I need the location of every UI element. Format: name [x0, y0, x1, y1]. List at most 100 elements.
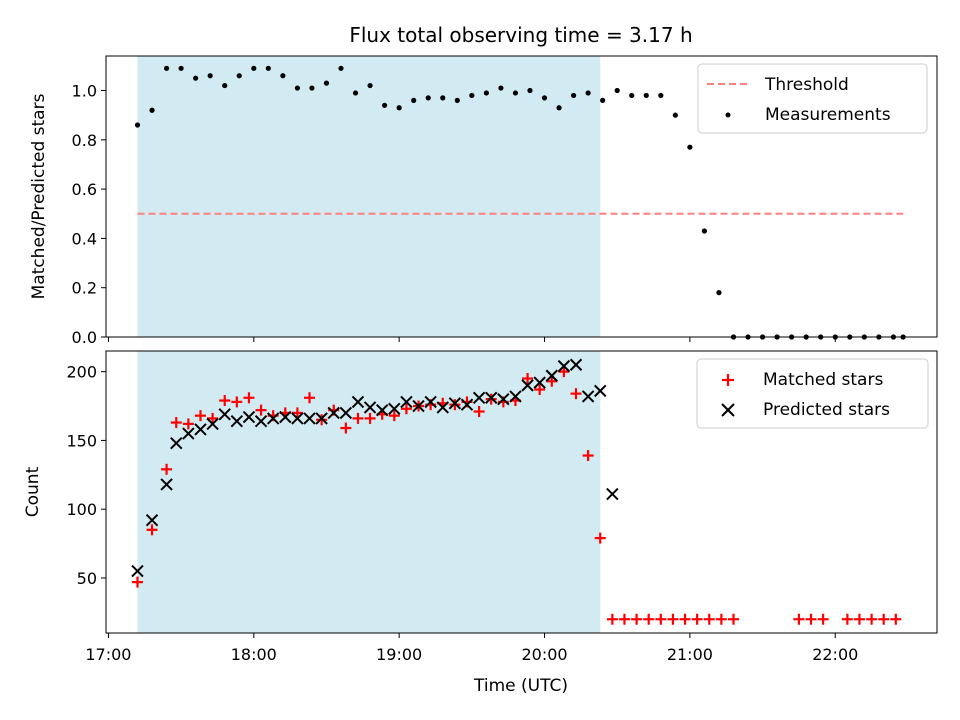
predicted-point	[557, 359, 571, 373]
bottom-y-axis-label: Count	[23, 466, 43, 517]
legend-threshold-label: Threshold	[764, 75, 849, 95]
predicted-point	[194, 423, 207, 436]
predicted-point	[606, 487, 619, 501]
matched-point	[691, 613, 703, 625]
measurement-point	[483, 90, 489, 96]
predicted-point	[242, 410, 256, 424]
measurement-point	[425, 95, 431, 101]
predicted-point	[497, 392, 510, 406]
matched-point	[715, 613, 727, 625]
measurement-point	[570, 92, 577, 99]
predicted-point	[533, 376, 546, 389]
measurement-point	[469, 92, 475, 99]
predicted-stars-series	[131, 358, 619, 578]
matched-point	[182, 418, 194, 430]
predicted-point	[509, 390, 522, 403]
top-y-tick-label: 0.8	[72, 131, 97, 150]
measurement-point	[251, 65, 257, 71]
bottom-y-axis: 50 100 150 200	[66, 363, 106, 588]
matched-point	[473, 406, 485, 418]
top-y-axis: 0.0 0.2 0.4 0.6 0.8 1.0	[72, 82, 106, 347]
predicted-point	[131, 564, 144, 578]
matched-point	[631, 613, 643, 625]
measurement-point	[309, 85, 315, 91]
measurement-point	[193, 75, 199, 81]
measurement-point	[716, 290, 722, 296]
matched-point	[558, 366, 570, 378]
predicted-point	[291, 412, 304, 425]
predicted-point	[375, 403, 389, 417]
matched-point	[853, 613, 865, 625]
predicted-point	[327, 406, 340, 420]
matched-point	[340, 422, 352, 434]
measurement-point	[338, 65, 344, 71]
matched-point	[890, 613, 902, 625]
predicted-point	[218, 408, 231, 421]
predicted-point	[230, 414, 244, 428]
x-tick-label: 20:00	[521, 645, 567, 664]
matched-point	[546, 375, 558, 387]
predicted-point	[170, 436, 183, 450]
predicted-point	[400, 395, 413, 409]
matched-point	[255, 404, 267, 416]
matched-point	[793, 613, 805, 625]
measurement-point	[280, 73, 286, 79]
top-y-tick-label: 0.2	[72, 279, 97, 298]
measurement-point	[498, 85, 504, 91]
predicted-point	[351, 395, 365, 409]
measurement-point	[207, 73, 213, 79]
matched-point	[805, 613, 817, 625]
measurement-point	[541, 95, 548, 101]
matched-point	[364, 412, 376, 424]
predicted-point	[145, 513, 159, 527]
predicted-point	[363, 401, 377, 414]
legend-matched-label: Matched stars	[763, 370, 883, 390]
matched-point	[841, 613, 853, 625]
predicted-point	[581, 390, 595, 403]
measurement-point	[352, 90, 359, 96]
matched-point	[352, 412, 364, 424]
measurement-point	[556, 105, 562, 111]
x-tick-label: 21:00	[667, 645, 713, 664]
predicted-point	[569, 358, 583, 371]
ratio-panel: 0.0 0.2 0.4 0.6 0.8 1.0 Matched/Predicted sta…	[29, 55, 938, 347]
x-tick-label: 22:00	[812, 645, 858, 664]
legend-predicted-label: Predicted stars	[763, 400, 890, 420]
measurement-point	[629, 92, 635, 99]
matched-point	[219, 395, 231, 407]
bottom-y-tick-label: 100	[66, 500, 97, 519]
top-x-ticks	[107, 337, 836, 342]
top-y-axis-label: Matched/Predicted stars	[29, 93, 49, 299]
predicted-point	[485, 391, 498, 404]
legend-predicted-swatch	[721, 403, 735, 417]
matched-point	[243, 392, 255, 404]
matched-point	[291, 407, 303, 419]
measurement-point	[585, 90, 591, 96]
predicted-point	[279, 410, 292, 424]
predicted-point	[436, 401, 449, 414]
measurement-point	[411, 97, 417, 103]
matched-point	[679, 613, 691, 625]
bottom-y-tick-label: 200	[66, 363, 97, 382]
x-axis-label: Time (UTC)	[473, 676, 568, 696]
predicted-point	[521, 379, 534, 392]
top-plot-frame	[105, 55, 938, 338]
measurement-point	[440, 95, 446, 101]
measurement-point	[454, 97, 460, 103]
matched-point	[231, 396, 243, 408]
measurement-point	[265, 65, 271, 71]
bottom-legend: Matched stars Predicted stars	[696, 358, 929, 429]
top-y-tick-label: 0.4	[72, 229, 97, 248]
bottom-y-tick-label: 50	[77, 569, 97, 588]
predicted-point	[412, 399, 425, 413]
matched-point	[161, 463, 173, 475]
matched-point	[643, 613, 655, 625]
matched-point	[400, 403, 412, 415]
x-tick-label: 18:00	[231, 645, 277, 664]
predicted-point	[388, 402, 401, 415]
predicted-point	[339, 406, 353, 420]
measurement-point	[672, 112, 678, 118]
measurement-point	[294, 85, 300, 91]
measurement-point	[163, 65, 170, 71]
